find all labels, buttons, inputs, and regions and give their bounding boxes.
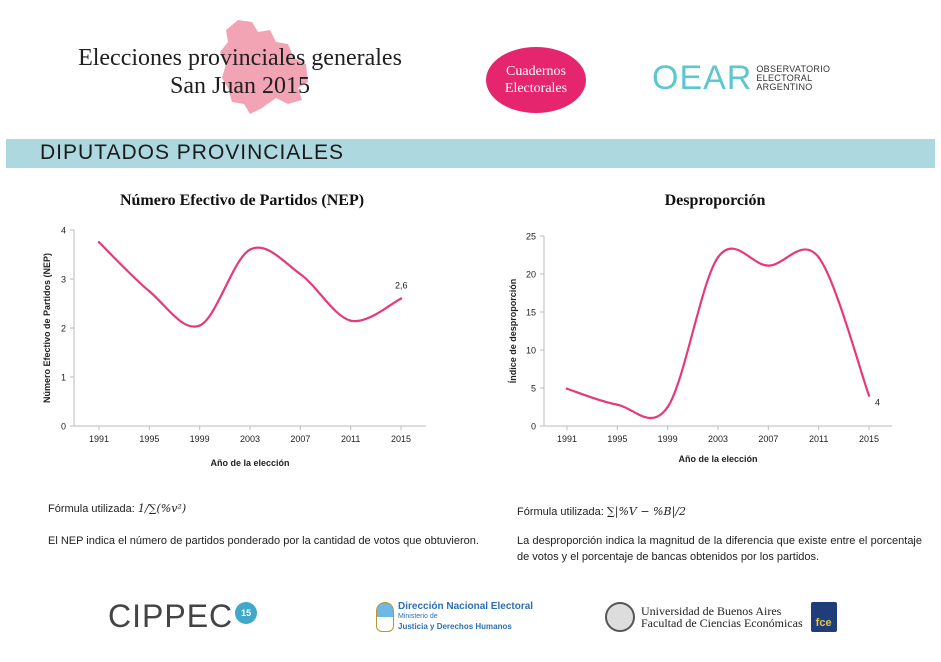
san-juan-map-shape	[220, 20, 308, 114]
argentina-emblem-icon	[376, 602, 394, 632]
dine-line-2: Ministerio de	[398, 613, 438, 620]
nep-formula-expression: 1/∑(%v²)	[137, 502, 187, 515]
desp-chart-title: Desproporción	[664, 192, 766, 209]
desp-x-tick-label: 2015	[859, 434, 879, 444]
desp-y-tick-label: 0	[531, 422, 536, 432]
desp-y-tick-label: 20	[526, 270, 536, 280]
desp-data-point	[716, 256, 720, 259]
uba-line-1: Universidad de Buenos Aires	[641, 604, 782, 618]
nep-formula-label: Fórmula utilizada:	[48, 503, 135, 515]
desp-x-tick-label: 1995	[607, 434, 627, 444]
nep-x-tick-label: 2003	[240, 434, 260, 444]
oear-logo-text: OBSERVATORIO ELECTORAL ARGENTINO	[756, 63, 831, 92]
dine-line-1: Dirección Nacional Electoral	[398, 601, 534, 612]
desp-formula: Fórmula utilizada: ∑|%V − %B|/2	[517, 505, 686, 518]
nep-chart-title: Número Efectivo de Partidos (NEP)	[119, 192, 365, 209]
nep-x-tick-label: 2011	[341, 434, 360, 444]
cuadernos-electorales-badge: Cuadernos Electorales	[486, 47, 586, 113]
nep-x-tick-label: 2007	[290, 434, 310, 444]
uba-line-2: Facultad de Ciencias Económicas	[641, 616, 803, 630]
nep-end-label: 2,6	[395, 281, 408, 291]
nep-data-point	[148, 290, 151, 293]
desp-x-tick-label: 1991	[557, 434, 577, 444]
nep-data-point	[198, 324, 201, 327]
desp-x-tick-label: 2011	[809, 434, 828, 444]
desp-series-line	[565, 247, 871, 420]
nep-y-tick-label: 1	[61, 373, 66, 383]
desp-formula-label: Fórmula utilizada:	[517, 506, 604, 518]
desp-data-point	[817, 256, 820, 259]
uba-seal-icon	[605, 602, 635, 632]
oear-line-3: ARGENTINO	[756, 81, 813, 92]
desp-y-tick-label: 25	[526, 232, 536, 242]
nep-data-point	[399, 297, 403, 300]
nep-formula: Fórmula utilizada: 1/∑(%v²)	[48, 502, 186, 515]
nep-y-tick-label: 2	[61, 324, 66, 334]
nep-x-tick-label: 1999	[190, 434, 210, 444]
desp-formula-expression: ∑|%V − %B|/2	[606, 505, 687, 518]
nep-x-tick-label: 1995	[139, 434, 159, 444]
nep-y-axis-label: Número Efectivo de Partidos (NEP)	[42, 253, 52, 403]
nep-description: El NEP indica el número de partidos pond…	[48, 535, 479, 547]
section-title: DIPUTADOS PROVINCIALES	[40, 141, 345, 164]
cippec-logo: CIPPEC 15	[108, 598, 258, 635]
desp-x-tick-label: 2007	[758, 434, 778, 444]
nep-data-point	[349, 319, 352, 322]
oear-line-2: ELECTORAL	[756, 72, 813, 83]
nep-y-tick-label: 4	[61, 226, 66, 236]
title-line-1: Elecciones provinciales generales	[78, 45, 402, 71]
nep-x-axis-label: Año de la elección	[210, 458, 289, 468]
desp-x-axis-label: Año de la elección	[678, 454, 757, 464]
desp-y-tick-label: 5	[531, 384, 536, 394]
desp-y-axis-label: Índice de desproporción	[508, 279, 518, 384]
desp-x-tick-label: 2003	[708, 434, 728, 444]
nep-y-tick-label: 3	[61, 275, 66, 285]
desp-end-label: 4	[875, 398, 880, 408]
desp-description: La desproporción indica la magnitud de l…	[517, 535, 922, 563]
badge-line-1: Cuadernos	[506, 64, 566, 79]
section-header-bar: DIPUTADOS PROVINCIALES	[6, 139, 935, 168]
desp-data-point	[666, 405, 669, 409]
page-title: Elecciones provinciales generales San Ju…	[55, 44, 425, 100]
oear-line-1: OBSERVATORIO	[756, 63, 831, 74]
nep-y-tick-label: 0	[61, 422, 66, 432]
desp-y-tick-label: 10	[526, 346, 536, 356]
cippec-logo-text: CIPPEC	[108, 598, 234, 634]
fce-logo: fce	[810, 602, 837, 632]
nep-data-point	[97, 241, 101, 244]
desp-x-tick-label: 1999	[658, 434, 678, 444]
nep-x-tick-label: 1991	[89, 434, 109, 444]
desp-y-tick-label: 15	[526, 308, 536, 318]
dine-logo: Dirección Nacional Electoral Ministerio …	[376, 602, 533, 632]
nep-data-point	[248, 248, 252, 251]
uba-logo: Universidad de Buenos Aires Facultad de …	[605, 602, 837, 632]
oear-logo: OEAR OBSERVATORIO ELECTORAL ARGENTINO	[652, 60, 830, 96]
title-line-2: San Juan 2015	[170, 73, 310, 99]
badge-line-2: Electorales	[504, 81, 568, 96]
desp-data-point	[767, 264, 770, 267]
dine-line-3: Justicia y Derechos Humanos	[398, 622, 512, 631]
oear-logo-mark: OEAR	[652, 59, 753, 97]
nep-x-tick-label: 2015	[391, 434, 411, 444]
desp-data-point	[616, 403, 619, 406]
desp-data-point	[867, 394, 871, 397]
nep-data-point	[299, 272, 302, 276]
desp-data-point	[565, 387, 569, 390]
cippec-anniversary-badge: 15	[235, 601, 258, 624]
